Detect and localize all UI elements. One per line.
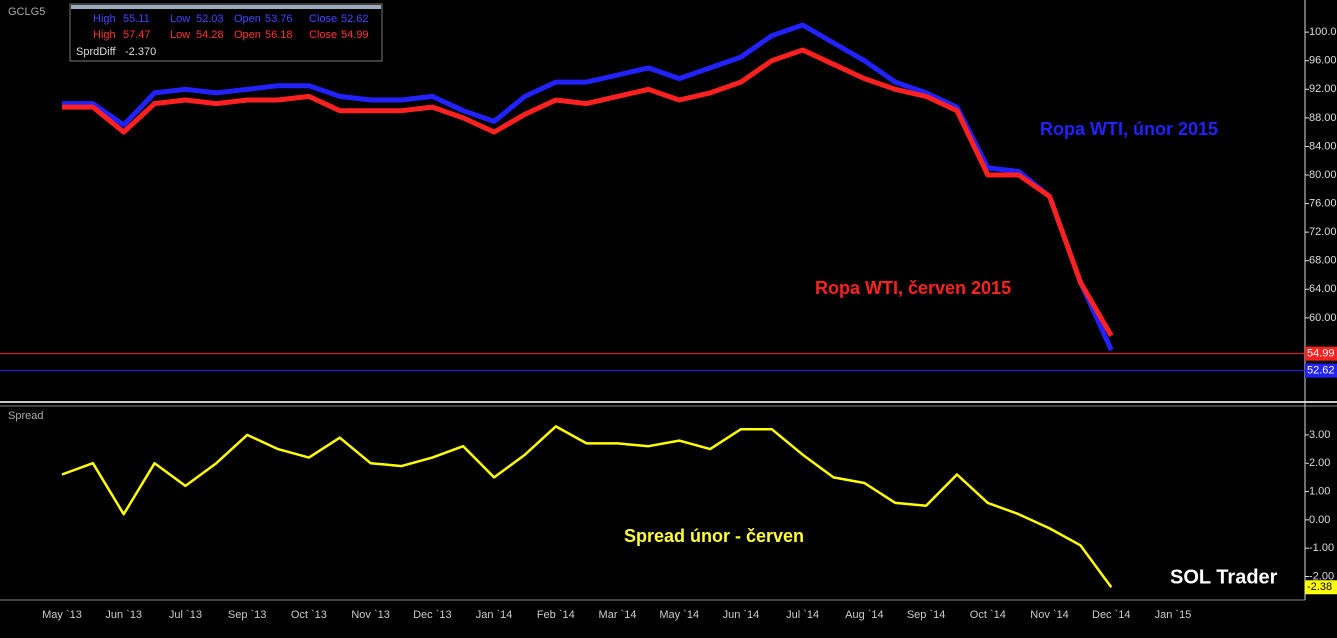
info-value: 56.18 [265, 29, 293, 41]
y-tick-label: 1.00 [1309, 485, 1330, 497]
info-label: High [93, 29, 116, 41]
info-value: 52.62 [341, 13, 369, 25]
close-marker [1305, 346, 1337, 361]
last-label: -2.38 [1307, 581, 1332, 593]
y-tick-label: 60.00 [1309, 312, 1337, 324]
y-tick-label: 64.00 [1309, 283, 1337, 295]
x-tick-label: Nov `14 [1030, 609, 1069, 621]
y-tick-label: 96.00 [1309, 55, 1337, 67]
info-value: 57.47 [123, 29, 151, 41]
info-value: -2.370 [125, 46, 156, 58]
x-tick-label: Jan `15 [1155, 609, 1192, 621]
info-label: Close [309, 13, 337, 25]
y-tick-label: 72.00 [1309, 226, 1337, 238]
symbol: GCLG5 [8, 6, 45, 18]
info-value: 53.76 [265, 13, 293, 25]
y-tick-label: 0.00 [1309, 514, 1330, 526]
info-box: High 55.11 Low 52.03 Open 53.76 Close 52.62 High… [69, 3, 383, 62]
y-tick-label: -1.00 [1309, 542, 1334, 554]
y-tick-label: 92.00 [1309, 83, 1337, 95]
y-tick-label: 2.00 [1309, 457, 1330, 469]
y-tick-label: 84.00 [1309, 140, 1337, 152]
info-frame [69, 3, 383, 62]
annotation: Ropa WTI, únor 2015 [1040, 119, 1218, 139]
info-value: 54.28 [196, 29, 224, 41]
annotation: Spread únor - červen [624, 526, 804, 546]
y-tick-label: 88.00 [1309, 112, 1337, 124]
info-label: SprdDiff [76, 46, 116, 58]
x-tick-label: Jun `14 [723, 609, 760, 621]
x-tick-label: Jul `13 [169, 609, 202, 621]
x-tick-label: May `13 [42, 609, 82, 621]
info-value: 52.03 [196, 13, 224, 25]
series-line [61, 425, 1113, 589]
info-bar [71, 5, 381, 9]
close-marker [1305, 363, 1337, 378]
series-line [62, 22, 1114, 352]
x-tick-label: Dec `14 [1092, 609, 1131, 621]
x-tick-label: Jun `13 [105, 609, 142, 621]
last-marker [1305, 580, 1337, 595]
close-label: 52.62 [1307, 364, 1335, 376]
x-tick-label: Oct `14 [970, 609, 1006, 621]
annotation: Ropa WTI, červen 2015 [815, 278, 1011, 298]
x-tick-label: Jan `14 [476, 609, 513, 621]
x-tick-label: Dec `13 [413, 609, 452, 621]
x-tick-label: Sep `14 [907, 609, 946, 621]
panel-title: Spread [8, 410, 43, 422]
watermark: SOL Trader [1170, 566, 1278, 588]
y-tick-label: 3.00 [1309, 429, 1330, 441]
info-label: Open [234, 29, 261, 41]
y-tick-label: 76.00 [1309, 197, 1337, 209]
info-label: Low [170, 13, 190, 25]
x-tick-label: May `14 [659, 609, 699, 621]
y-tick-label: 100.00 [1309, 26, 1337, 38]
info-label: Close [309, 29, 337, 41]
info-label: High [93, 13, 116, 25]
info-value: 54.99 [341, 29, 369, 41]
y-tick-label: -2.00 [1309, 570, 1334, 582]
x-tick-label: Aug `14 [845, 609, 884, 621]
series-line [62, 47, 1114, 337]
x-tick-label: Mar `14 [599, 609, 637, 621]
x-tick-label: Nov `13 [351, 609, 390, 621]
y-tick-label: 68.00 [1309, 255, 1337, 267]
x-tick-label: Jul `14 [786, 609, 819, 621]
x-tick-label: Sep `13 [228, 609, 267, 621]
info-label: Low [170, 29, 190, 41]
x-tick-label: Feb `14 [537, 609, 575, 621]
close-label: 54.99 [1307, 348, 1335, 360]
info-label: Open [234, 13, 261, 25]
info-value: 55.11 [123, 13, 150, 25]
y-tick-label: 80.00 [1309, 169, 1337, 181]
x-tick-label: Oct `13 [291, 609, 327, 621]
